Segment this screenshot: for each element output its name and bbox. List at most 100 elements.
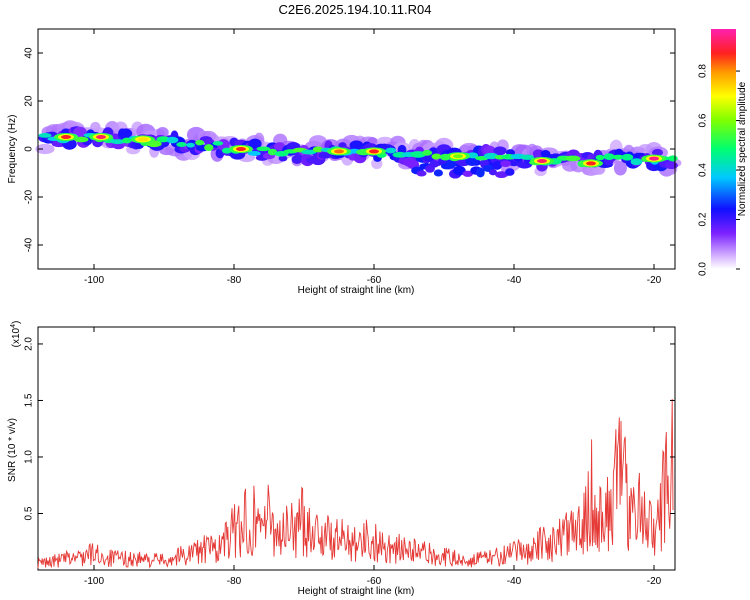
spectrogram-cell [349, 140, 364, 151]
spectrogram-core-cell [621, 153, 634, 161]
spectrogram-y-label: Frequency (Hz) [7, 115, 18, 184]
colorbar-ticks: 0.0 0.2 0.4 0.6 0.8 [698, 64, 740, 276]
spectrogram-cell [274, 142, 285, 151]
spectrogram-cell [665, 161, 678, 170]
spectrogram-peak-7 [537, 159, 547, 163]
snr-x-tick-label: -80 [227, 576, 242, 587]
spectrogram-cell [495, 171, 508, 179]
spectrogram-cell [453, 165, 466, 176]
spectrogram-y-tick-label: 40 [24, 47, 35, 59]
snr-y-tick-label: 0.5 [24, 506, 35, 520]
spectrogram-peak-6 [453, 154, 463, 159]
figure-title: C2E6.2025.194.10.11.R04 [279, 2, 432, 17]
spectrogram-x-label: Height of straight line (km) [298, 285, 415, 296]
spectrogram-core-cell [483, 152, 499, 160]
spectrogram-x-ticks: -100 -80 -60 -40 -20 [84, 29, 662, 286]
spectrogram-cell [465, 156, 479, 167]
spectrogram-cell [505, 168, 515, 176]
spectrogram-cell [248, 138, 262, 150]
spectrogram-x-tick-label: -100 [84, 275, 104, 286]
spectrogram-core-cell [595, 154, 605, 161]
spectrogram-cell [318, 152, 332, 159]
snr-exponent-label: (x104) [10, 321, 22, 348]
spectrogram-core-cell [301, 149, 317, 155]
snr-x-tick-label: -100 [84, 576, 104, 587]
spectrogram-y-tick-label: 0 [24, 146, 35, 152]
spectrogram-halo-cell [613, 160, 627, 176]
spectrogram-cell [651, 148, 664, 157]
spectrogram-peak-2 [138, 137, 148, 142]
colorbar-tick-label: 0.0 [698, 262, 709, 276]
spectrogram-y-ticks: 40 20 0 -20 -40 [24, 47, 675, 252]
snr-exponent-suffix: ) [11, 321, 22, 324]
colorbar-tick-label: 0.4 [698, 163, 709, 177]
spectrogram-halo-cell [35, 143, 55, 155]
spectrogram-peak-0 [61, 135, 71, 139]
spectrogram-peak-4 [334, 149, 344, 154]
spectrogram-core-cell [312, 146, 324, 153]
colorbar: 0.0 0.2 0.4 0.6 0.8 Normalized spectral ampl… [698, 29, 748, 276]
spectrogram-peak-8 [586, 161, 596, 166]
spectrogram-core-cell [176, 141, 187, 147]
spectrogram-cell [416, 170, 427, 177]
spectrogram-core-cell [195, 139, 205, 146]
colorbar-tick-label: 0.6 [698, 113, 709, 127]
colorbar-gradient [711, 29, 736, 269]
spectrogram-core-cell [630, 158, 643, 166]
spectrogram-core-cell [247, 151, 261, 156]
spectrogram-x-tick-label: -20 [647, 275, 662, 286]
spectrogram-core-cell [422, 149, 433, 156]
snr-x-tick-label: -40 [507, 576, 522, 587]
spectrogram-core-cell [204, 144, 214, 152]
spectrogram-core-cell [212, 141, 224, 146]
snr-exponent-power: 4 [10, 324, 17, 328]
spectrogram-peak-1 [96, 135, 106, 139]
spectrogram-core-cell [603, 153, 615, 161]
snr-series-line [37, 398, 674, 569]
spectrogram-cell [278, 155, 288, 162]
spectrogram-x-tick-label: -60 [367, 275, 382, 286]
spectrogram-core-cell [612, 154, 625, 160]
spectrogram-core-cell [38, 133, 52, 138]
spectrogram-core-cell [431, 153, 442, 160]
snr-panel: -100 -80 -60 -40 -20 0.5 1.0 1.5 2.0 Height of … [7, 321, 676, 597]
snr-x-label: Height of straight line (km) [298, 586, 415, 597]
spectrogram-peak-9 [649, 156, 659, 161]
colorbar-tick-label: 0.8 [698, 64, 709, 78]
spectrogram-panel: -100 -80 -60 -40 -20 40 20 0 -20 -40 Height of s… [7, 28, 682, 296]
spectrogram-core-cell [186, 142, 195, 148]
spectrogram-core-cell [410, 151, 426, 158]
svg-text:(x104): (x104) [10, 321, 22, 348]
snr-x-tick-label: -60 [367, 576, 382, 587]
spectrogram-cell [118, 128, 133, 139]
spectrogram-y-tick-label: 20 [24, 95, 35, 107]
colorbar-label: Normalized spectral amplitude [737, 81, 748, 216]
snr-y-tick-label: 2.0 [24, 337, 35, 351]
spectrogram-core-cell [110, 139, 126, 145]
snr-exponent-prefix: (x10 [11, 327, 22, 347]
spectrogram-core-cell [122, 137, 132, 144]
snr-y-label: SNR (10 * v/v) [7, 418, 18, 482]
spectrogram-cell [488, 169, 498, 176]
spectrogram-cell [492, 161, 503, 170]
snr-y-tick-label: 1.0 [24, 450, 35, 464]
spectrogram-cell [476, 167, 485, 178]
spectrogram-cell [462, 170, 474, 177]
spectrogram-core-cell [256, 146, 271, 152]
spectrogram-cell [433, 169, 443, 177]
spectrogram-core-cell [520, 154, 535, 160]
spectrogram-core-cell [166, 136, 179, 144]
snr-y-ticks: 0.5 1.0 1.5 2.0 [24, 337, 675, 520]
colorbar-tick-label: 0.2 [698, 212, 709, 226]
snr-x-tick-label: -20 [647, 576, 662, 587]
spectrogram-core-cell [74, 136, 89, 143]
spectrogram-x-tick-label: -80 [227, 275, 242, 286]
spectrogram-core-cell [565, 155, 581, 162]
spectrogram-cell [483, 145, 496, 155]
spectrogram-cell [493, 146, 507, 156]
spectrogram-peak-3 [236, 147, 246, 151]
spectrogram-x-tick-label: -40 [507, 275, 522, 286]
spectrogram-peak-5 [369, 149, 379, 154]
spectrogram-cell [429, 160, 440, 168]
